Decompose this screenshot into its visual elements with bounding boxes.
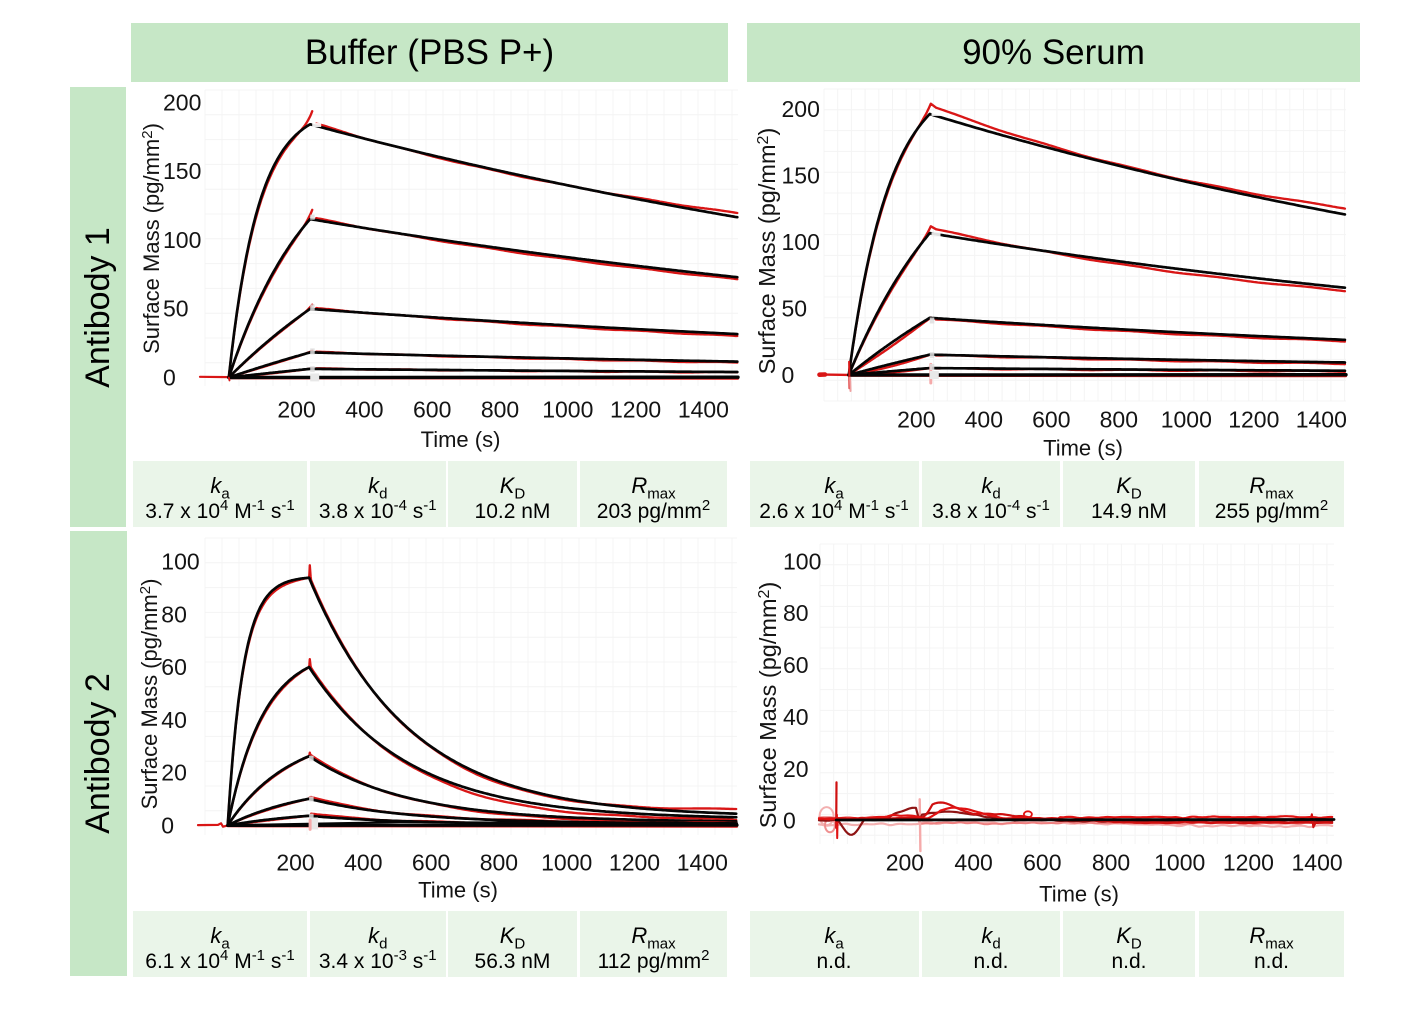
svg-text:150: 150 xyxy=(782,163,820,189)
svg-text:600: 600 xyxy=(1032,406,1070,432)
svg-text:0: 0 xyxy=(161,812,174,838)
svg-text:200: 200 xyxy=(897,406,935,432)
svg-text:1000: 1000 xyxy=(542,396,593,422)
svg-text:0: 0 xyxy=(782,362,795,388)
svg-text:400: 400 xyxy=(345,396,383,422)
svg-text:Time (s): Time (s) xyxy=(421,427,501,452)
svg-text:1200: 1200 xyxy=(610,396,661,422)
svg-text:Surface Mass (pg/mm2): Surface Mass (pg/mm2) xyxy=(139,123,164,354)
svg-text:Time (s): Time (s) xyxy=(1043,436,1123,461)
svg-text:200: 200 xyxy=(886,850,924,876)
svg-text:200: 200 xyxy=(163,89,201,115)
svg-text:150: 150 xyxy=(163,158,201,184)
svg-text:Surface Mass (pg/mm2): Surface Mass (pg/mm2) xyxy=(754,128,780,375)
svg-text:1400: 1400 xyxy=(678,396,729,422)
svg-text:1000: 1000 xyxy=(1154,850,1205,876)
svg-text:100: 100 xyxy=(161,549,199,575)
svg-text:400: 400 xyxy=(344,850,382,876)
svg-text:1000: 1000 xyxy=(1161,406,1212,432)
svg-text:100: 100 xyxy=(782,229,820,255)
svg-text:40: 40 xyxy=(161,707,187,733)
svg-text:1400: 1400 xyxy=(1296,406,1347,432)
svg-text:200: 200 xyxy=(276,850,314,876)
svg-text:1200: 1200 xyxy=(1228,406,1279,432)
svg-text:Surface Mass (pg/mm2): Surface Mass (pg/mm2) xyxy=(137,579,162,810)
svg-text:600: 600 xyxy=(1023,850,1061,876)
svg-text:100: 100 xyxy=(163,227,201,253)
svg-text:100: 100 xyxy=(783,548,821,574)
svg-text:20: 20 xyxy=(161,760,187,786)
svg-text:0: 0 xyxy=(783,808,796,834)
svg-text:800: 800 xyxy=(1092,850,1130,876)
svg-text:Surface Mass (pg/mm2): Surface Mass (pg/mm2) xyxy=(755,582,781,829)
svg-text:80: 80 xyxy=(783,600,809,626)
svg-text:600: 600 xyxy=(412,850,450,876)
svg-text:1000: 1000 xyxy=(541,850,592,876)
svg-text:50: 50 xyxy=(782,296,808,322)
svg-text:800: 800 xyxy=(481,396,519,422)
svg-text:400: 400 xyxy=(965,406,1003,432)
svg-text:Time (s): Time (s) xyxy=(1039,882,1119,907)
svg-text:1400: 1400 xyxy=(677,850,728,876)
svg-text:200: 200 xyxy=(782,96,820,122)
svg-text:Time (s): Time (s) xyxy=(418,878,498,903)
svg-text:60: 60 xyxy=(783,652,809,678)
svg-text:1200: 1200 xyxy=(609,850,660,876)
svg-text:1400: 1400 xyxy=(1292,850,1343,876)
svg-text:200: 200 xyxy=(277,396,315,422)
svg-text:600: 600 xyxy=(413,396,451,422)
svg-text:0: 0 xyxy=(163,365,176,391)
svg-text:60: 60 xyxy=(161,654,187,680)
svg-text:800: 800 xyxy=(480,850,518,876)
svg-text:80: 80 xyxy=(161,601,187,627)
svg-text:40: 40 xyxy=(783,704,809,730)
svg-text:800: 800 xyxy=(1100,406,1138,432)
svg-text:20: 20 xyxy=(783,756,809,782)
svg-text:1200: 1200 xyxy=(1223,850,1274,876)
svg-text:50: 50 xyxy=(163,296,189,322)
svg-text:400: 400 xyxy=(954,850,992,876)
